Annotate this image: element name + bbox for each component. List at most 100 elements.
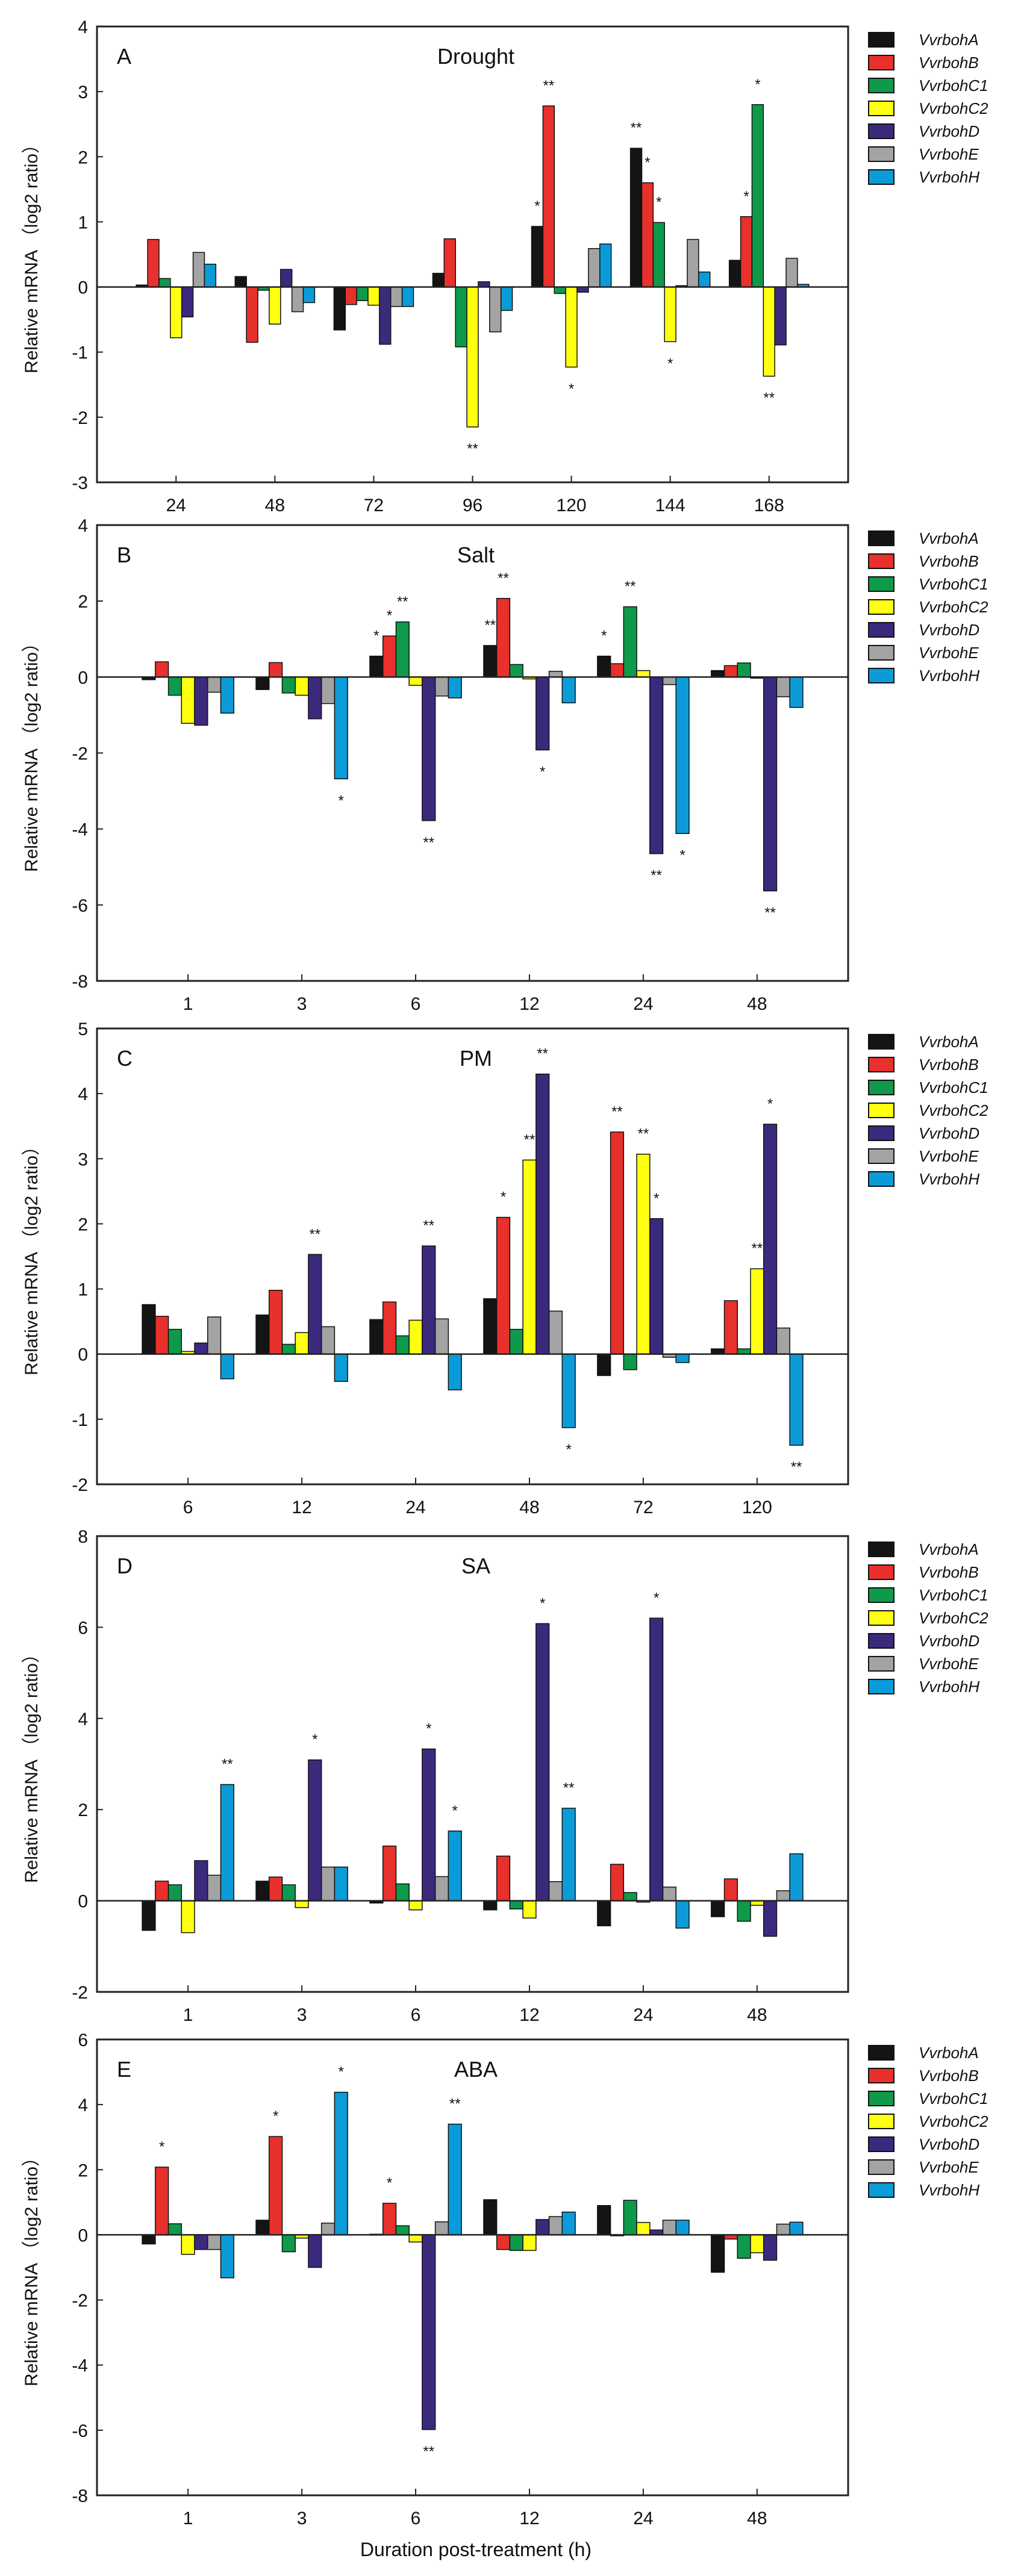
bar-vvrbohe-12 (548, 1881, 563, 1902)
bar-vvrbohe-3 (320, 1866, 336, 1902)
y-tick-label: 2 (78, 2161, 88, 2180)
legend-swatch-vvrbohd (868, 1633, 895, 1649)
x-tick-label: 120 (557, 496, 587, 515)
significance-mark: ** (537, 1046, 548, 1062)
significance-mark: ** (524, 1131, 535, 1148)
legend-swatch-vvrbohb (868, 553, 895, 569)
bar-vvrboha-3 (255, 676, 270, 690)
significance-mark: ** (764, 904, 776, 921)
bar-vvrbohh-24 (448, 1353, 462, 1390)
bar-vvrbohc1-1 (167, 2223, 183, 2236)
bar-vvrbohd-6 (194, 1342, 208, 1355)
significance-mark: ** (423, 835, 434, 851)
bar-vvrbohc2-120 (565, 286, 578, 368)
x-tick-label: 3 (297, 2509, 307, 2528)
bar-vvrboha-168 (728, 260, 742, 288)
bar-vvrboha-12 (483, 2199, 498, 2236)
bar-vvrbohe-48 (776, 676, 790, 697)
legend-label: VvrbohC2 (919, 99, 988, 117)
x-tick-label: 1 (183, 994, 193, 1014)
bar-vvrbohd-24 (649, 676, 664, 854)
bar-vvrboha-120 (531, 226, 544, 288)
significance-mark: * (373, 628, 379, 644)
bar-vvrboha-24 (369, 1319, 384, 1355)
bar-vvrboha-120 (711, 1348, 725, 1355)
significance-mark: * (534, 198, 540, 214)
panel-letter: C (117, 1046, 133, 1071)
bar-vvrbohb-144 (641, 182, 654, 288)
significance-mark: * (339, 2064, 344, 2080)
legend-label: VvrbohH (919, 168, 979, 186)
x-tick-label: 96 (463, 496, 482, 515)
bar-vvrbohe-3 (320, 676, 336, 705)
y-tick-label: 0 (78, 1345, 88, 1365)
legend-label: VvrbohA (919, 529, 979, 547)
bar-vvrbohd-48 (280, 269, 293, 288)
bar-vvrbohb-48 (723, 1878, 738, 1902)
bar-vvrbohe-144 (687, 238, 699, 288)
bar-vvrbohc1-144 (652, 222, 665, 288)
legend-label: VvrbohC2 (919, 1609, 988, 1627)
bar-vvrbohc1-3 (281, 2234, 296, 2253)
bar-vvrboha-1 (142, 1900, 156, 1931)
legend-swatch-vvrbohe (868, 2159, 895, 2175)
bar-vvrbohd-6 (422, 676, 436, 821)
bar-vvrbohc1-48 (737, 662, 751, 678)
y-axis-title: Relative mRNA （log2 ratio） (22, 2148, 42, 2386)
legend-label: VvrbohH (919, 1678, 979, 1696)
y-tick-label: 4 (78, 1084, 88, 1104)
bar-vvrbohb-3 (269, 1876, 283, 1902)
x-tick-label: 12 (292, 1498, 311, 1517)
bar-vvrbohc1-120 (554, 286, 566, 294)
y-tick-label: -2 (72, 1475, 88, 1495)
bar-vvrbohh-48 (561, 1353, 576, 1428)
y-tick-label: 2 (78, 148, 88, 167)
y-tick-label: 3 (78, 82, 88, 102)
legend-swatch-vvrbohh (868, 2182, 895, 2198)
y-tick-label: 5 (78, 1019, 88, 1039)
bar-vvrbohc2-168 (763, 286, 775, 377)
x-tick-label: 72 (364, 496, 384, 515)
panel-title: ABA (454, 2057, 498, 2082)
legend-swatch-vvrboha (868, 1542, 895, 1557)
x-tick-label: 24 (633, 994, 653, 1014)
significance-mark: * (159, 2139, 164, 2155)
bar-vvrbohe-48 (291, 286, 304, 313)
significance-mark: ** (467, 441, 478, 457)
bar-vvrbohh-1 (220, 676, 234, 714)
bar-vvrbohh-24 (675, 1900, 690, 1929)
bar-vvrbohe-48 (776, 2223, 790, 2236)
significance-mark: * (569, 381, 574, 397)
bar-vvrboha-96 (432, 273, 445, 288)
bar-vvrbohe-12 (548, 2216, 563, 2236)
legend-swatch-vvrbohh (868, 668, 895, 683)
bar-vvrboha-24 (597, 2205, 611, 2236)
bar-vvrbohc1-6 (395, 1883, 410, 1902)
legend-label: VvrbohH (919, 2181, 979, 2199)
legend-swatch-vvrbohb (868, 55, 895, 70)
bar-vvrbohd-6 (422, 2234, 436, 2430)
bar-vvrbohe-6 (207, 1316, 222, 1355)
legend-swatch-vvrboha (868, 530, 895, 546)
bar-vvrbohc2-3 (295, 676, 309, 696)
bar-vvrbohd-48 (763, 1900, 778, 1937)
bar-vvrbohc1-120 (737, 1348, 751, 1355)
significance-mark: * (387, 2175, 392, 2191)
bar-vvrbohc1-72 (356, 286, 369, 302)
significance-mark: ** (397, 594, 408, 610)
y-tick-label: 6 (78, 2030, 88, 2050)
legend-label: VvrbohC1 (919, 2089, 988, 2108)
x-tick-label: 48 (519, 1498, 539, 1517)
bar-vvrbohh-12 (561, 676, 576, 703)
bar-vvrboha-72 (333, 286, 346, 331)
bar-vvrbohh-3 (334, 2091, 348, 2236)
panel-title: Salt (457, 543, 495, 567)
panel-title: Drought (437, 44, 514, 69)
bar-vvrbohh-48 (789, 676, 804, 708)
bar-vvrbohc2-6 (408, 676, 423, 686)
y-tick-label: 3 (78, 1150, 88, 1169)
bar-vvrbohb-12 (496, 598, 511, 678)
y-tick-label: 6 (78, 1618, 88, 1638)
bar-vvrbohc2-72 (636, 1153, 651, 1355)
